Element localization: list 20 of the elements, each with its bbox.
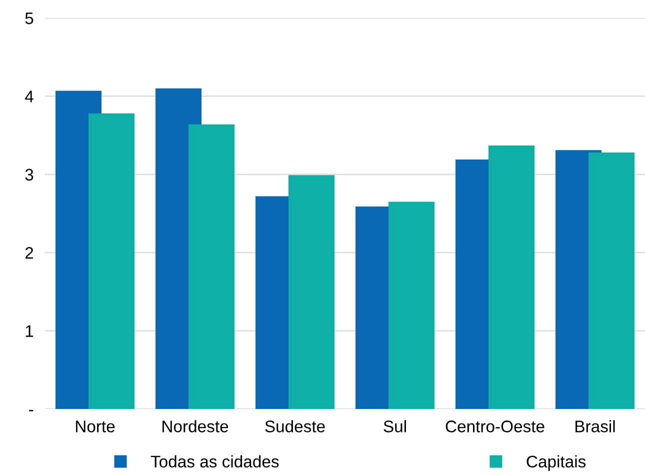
bar — [288, 175, 334, 409]
y-tick-label: 5 — [25, 12, 34, 24]
y-tick-label: 1 — [26, 325, 34, 337]
bar — [88, 113, 134, 409]
bar — [588, 152, 634, 409]
bar — [488, 145, 534, 409]
x-tick-label: Sul — [384, 420, 406, 432]
x-tick-label: Brasil — [576, 420, 615, 432]
bar — [388, 202, 434, 409]
bar — [188, 124, 234, 409]
legend-label: Todas as cidades — [150, 455, 279, 468]
x-tick-label: Norte — [76, 420, 115, 432]
y-tick-label: 4 — [25, 90, 34, 102]
x-tick-label: Nordeste — [162, 420, 228, 432]
x-tick-label: Sudeste — [265, 420, 325, 432]
y-tick-label: 3 — [25, 168, 34, 181]
x-tick-label: Centro-Oeste — [446, 420, 544, 432]
legend-label: Capitais — [526, 455, 586, 471]
y-tick-label: 2 — [25, 247, 34, 259]
y-tick-label: - — [29, 410, 34, 412]
